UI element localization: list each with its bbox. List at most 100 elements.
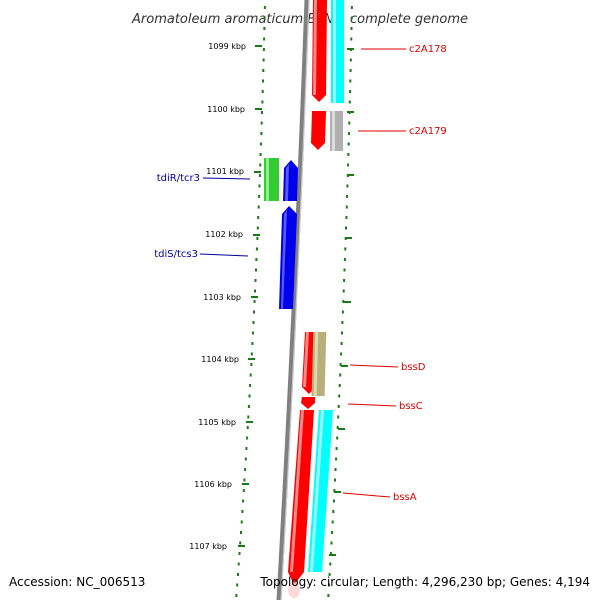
tick-mark-1107	[238, 545, 245, 547]
tick-label-1104: 1104 kbp	[201, 355, 239, 364]
right-ring-dot	[339, 373, 342, 377]
tick-label-1106: 1106 kbp	[194, 480, 232, 489]
left-ring-dot	[242, 499, 245, 503]
left-ring-dot	[243, 478, 246, 482]
gene-bssC-arrow	[301, 397, 315, 409]
left-ring-dot	[258, 174, 261, 177]
tick-mark-1104	[248, 358, 255, 360]
gene-c2A178[interactable]	[312, 0, 344, 103]
right-ring-dot	[340, 352, 343, 356]
tick-1104: 1104 kbp	[201, 355, 255, 364]
left-ring-dot	[256, 237, 259, 240]
gene-callouts: c2A178 c2A179 tdiR/tcr3 tdiS/tcs3 bssD b…	[154, 44, 447, 503]
right-ring-dot	[329, 552, 332, 555]
gene-bssA-cds-shine	[310, 410, 324, 572]
right-ring-dot	[339, 363, 342, 366]
gene-tdiR-arrow-shine	[285, 164, 289, 201]
right-ring-dot	[335, 457, 338, 461]
gene-label-bssD[interactable]: bssD	[401, 362, 426, 373]
right-ring-dot	[347, 163, 350, 167]
left-ring-dot	[262, 79, 264, 83]
genome-backbone-arc	[276, 0, 310, 600]
left-ring-dot	[257, 205, 260, 209]
left-ring-dot	[258, 195, 261, 198]
right-ring-dot	[346, 195, 349, 198]
gene-bssD[interactable]	[302, 332, 327, 396]
left-ring-dot	[257, 216, 260, 219]
right-ring-dot	[350, 6, 353, 9]
right-ring-dot	[347, 153, 350, 156]
left-ring-dot	[251, 331, 254, 335]
gene-label-tdiS-tcs3[interactable]: tdiS/tcs3	[154, 249, 198, 260]
gene-c2A178-cds-shine	[333, 0, 336, 103]
left-ring-dot	[251, 342, 254, 345]
right-ring-dot	[337, 415, 340, 419]
tick-label-1101: 1101 kbp	[206, 167, 244, 176]
gene-c2A179-arrow	[311, 111, 326, 150]
feature-fade-tail	[288, 582, 300, 598]
left-ring-dot	[238, 552, 241, 555]
gene-tdiS-tcs3[interactable]	[279, 206, 297, 309]
gene-bssA[interactable]	[288, 410, 333, 585]
left-ring-dot	[260, 132, 263, 135]
tick-1101: 1101 kbp	[206, 167, 261, 176]
right-ring-dot	[341, 321, 344, 324]
tick-label-1100: 1100 kbp	[207, 105, 245, 114]
right-ring-dot	[340, 342, 343, 345]
gene-label-tdiR-tcr3[interactable]: tdiR/tcr3	[157, 173, 200, 184]
right-ring-dot	[335, 447, 338, 450]
left-ring-dot	[254, 279, 257, 282]
gene-bssC[interactable]	[301, 397, 315, 409]
left-ring-dot	[255, 268, 257, 272]
tick-mark-1106	[242, 483, 249, 485]
right-ring-dot	[329, 562, 332, 566]
right-ring-dot	[331, 520, 334, 524]
right-ring-dot	[349, 90, 352, 93]
left-ring-dot	[235, 594, 238, 597]
kbp-scale: 1099 kbp 1100 kbp 1101 kbp 1102 kbp 1103…	[189, 42, 262, 551]
left-ring-dot	[255, 258, 258, 261]
right-ring-dot	[327, 594, 330, 597]
left-ring-dot	[240, 531, 242, 534]
left-ring-dot	[261, 111, 263, 114]
left-ring-dot	[263, 16, 266, 20]
left-ring-dot	[240, 520, 243, 524]
left-ring-dot	[261, 90, 264, 93]
left-ring-dot	[259, 163, 262, 167]
gene-label-c2A179[interactable]: c2A179	[409, 126, 447, 137]
accession-text: Accession: NC_006513	[9, 575, 145, 589]
gene-tdiR-cds-shine	[266, 158, 269, 201]
left-ring-dot	[256, 226, 259, 230]
tick-mark-1102	[253, 234, 260, 236]
gene-tdiR-tcr3[interactable]	[264, 158, 298, 201]
right-ring-dot	[328, 573, 331, 576]
tick-label-1105: 1105 kbp	[198, 418, 236, 427]
callout-line-bssA	[342, 492, 391, 498]
left-ring-dot	[255, 247, 258, 251]
left-ring-dot	[263, 37, 266, 41]
tick-1107: 1107 kbp	[189, 542, 245, 551]
left-ring-dot	[249, 373, 252, 377]
right-ring-dot	[336, 436, 339, 440]
left-ring-dot	[246, 426, 249, 429]
left-ring-dot	[252, 321, 255, 324]
tick-label-1107: 1107 kbp	[189, 542, 227, 551]
left-ring-dot	[237, 573, 239, 576]
right-ring-dot	[343, 258, 346, 261]
right-ring-dot	[350, 16, 353, 20]
left-ring-dot	[260, 142, 262, 146]
gene-label-c2A178[interactable]: c2A178	[409, 44, 447, 55]
tick-1103: 1103 kbp	[203, 293, 258, 302]
gene-features	[264, 0, 344, 598]
right-ring-dot	[337, 405, 340, 408]
gene-label-bssA[interactable]: bssA	[393, 492, 417, 503]
left-ring-dot	[253, 300, 256, 303]
left-ring-dot	[242, 489, 245, 492]
tick-label-1103: 1103 kbp	[203, 293, 241, 302]
right-ring-dot	[349, 79, 352, 83]
gene-c2A179[interactable]	[311, 111, 343, 151]
left-ring-dot	[239, 541, 242, 545]
gene-label-bssC[interactable]: bssC	[399, 401, 423, 412]
right-ring-dot	[328, 583, 330, 587]
